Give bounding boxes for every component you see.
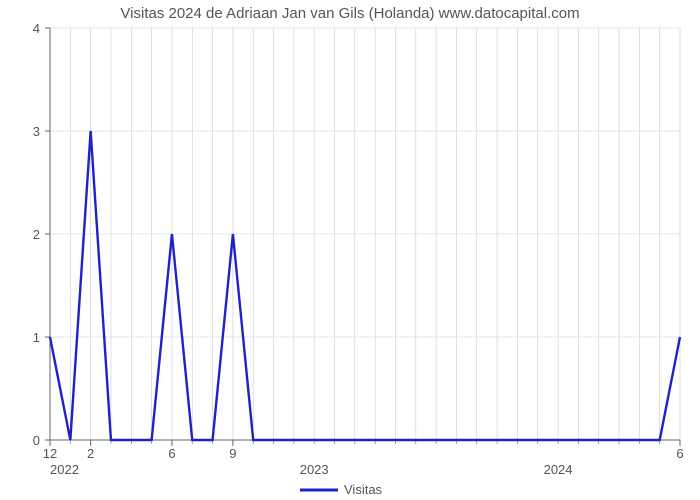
legend-label: Visitas [344, 482, 383, 497]
y-tick-label: 0 [33, 433, 40, 448]
plot-area [50, 28, 680, 440]
visits-line-chart: Visitas 2024 de Adriaan Jan van Gils (Ho… [0, 0, 700, 500]
y-tick-label: 4 [33, 21, 40, 36]
x-tick-label: 6 [168, 446, 175, 461]
y-tick-label: 2 [33, 227, 40, 242]
x-tick-label: 6 [676, 446, 683, 461]
x-tick-label: 12 [43, 446, 57, 461]
x-year-label: 2024 [544, 462, 573, 477]
series-line [50, 131, 680, 440]
y-tick-label: 1 [33, 330, 40, 345]
x-axis: 12 2 6 9 6 2022 2023 2024 [43, 440, 684, 477]
y-axis: 0 1 2 3 4 [33, 21, 50, 448]
x-tick-label: 9 [229, 446, 236, 461]
series-visitas [50, 131, 680, 440]
legend: Visitas [300, 482, 383, 497]
x-year-label: 2022 [50, 462, 79, 477]
chart-title: Visitas 2024 de Adriaan Jan van Gils (Ho… [120, 5, 579, 22]
y-tick-label: 3 [33, 124, 40, 139]
x-tick-label: 2 [87, 446, 94, 461]
x-year-label: 2023 [300, 462, 329, 477]
